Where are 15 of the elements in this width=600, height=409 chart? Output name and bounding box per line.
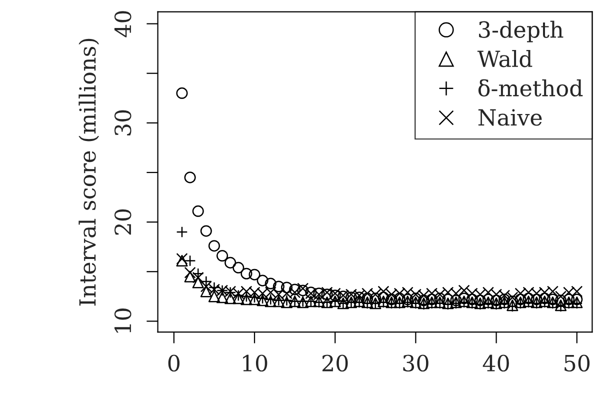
legend-label: δ-method: [478, 79, 583, 97]
x-tick-label: 50: [564, 354, 590, 372]
legend-label: Wald: [477, 50, 532, 68]
x-tick-label: 20: [322, 354, 348, 372]
y-tick-label: 20: [114, 209, 132, 235]
legend-label: 3-depth: [479, 20, 564, 42]
x-tick-label: 40: [482, 354, 509, 372]
x-tick-label: 10: [243, 354, 268, 372]
y-tick-label: 40: [114, 11, 132, 38]
x-tick-label: 30: [403, 354, 428, 372]
legend-label: Naive: [478, 109, 542, 126]
y-axis-title: Interval score (millions): [78, 38, 100, 306]
y-tick-label: 10: [114, 308, 132, 333]
y-tick-label: 30: [114, 110, 132, 136]
x-tick-label: 0: [168, 354, 180, 372]
